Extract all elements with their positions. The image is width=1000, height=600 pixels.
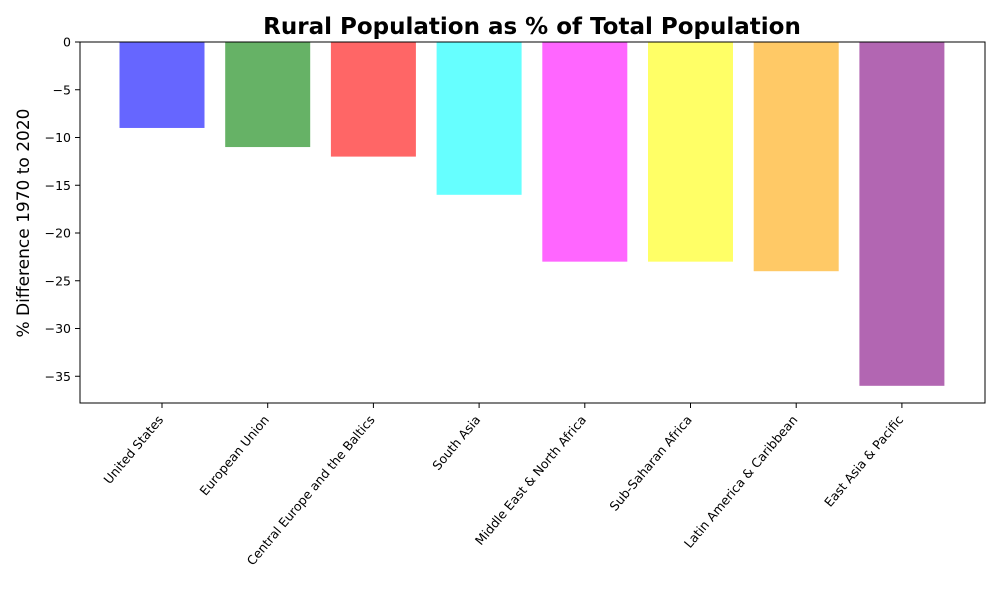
bar-east-asia-pacific (859, 42, 945, 386)
chart-title: Rural Population as % of Total Populatio… (263, 14, 801, 40)
y-tick-label: −5 (53, 82, 71, 97)
x-tick-label: East Asia & Pacific (821, 412, 906, 509)
y-axis-label: % Difference 1970 to 2020 (14, 108, 34, 337)
y-tick-label: −20 (45, 226, 71, 241)
y-tick-label: −10 (45, 130, 71, 145)
x-tick-label: United States (100, 412, 166, 486)
bar-latin-america-caribbean (753, 42, 839, 272)
x-tick-label: Middle East & North Africa (472, 412, 589, 548)
x-tick-label: South Asia (429, 412, 483, 473)
bar-sub-saharan-africa (648, 42, 733, 262)
x-tick-label: European Union (196, 412, 272, 498)
y-tick-label: −30 (45, 321, 71, 336)
y-tick-label: −35 (45, 369, 71, 384)
bar-central-europe-and-the-baltics (330, 42, 416, 157)
bar-european-union (225, 42, 311, 148)
y-axis-ticks: 0 −5 −10 −15 −20 −25 −30 −35 (45, 35, 80, 384)
x-tick-label: Latin America & Caribbean (681, 412, 801, 551)
x-tick-label: Sub-Saharan Africa (606, 412, 695, 513)
y-tick-label: −15 (45, 178, 71, 193)
y-tick-label: −25 (45, 273, 71, 288)
bar-middle-east-north-africa (542, 42, 628, 262)
x-tick-label: Central Europe and the Baltics (244, 412, 378, 568)
y-tick-label: 0 (63, 35, 71, 50)
bars-group (119, 42, 945, 386)
plot-frame (79, 41, 986, 404)
bar-united-states (119, 42, 205, 128)
bar-south-asia (436, 42, 522, 195)
